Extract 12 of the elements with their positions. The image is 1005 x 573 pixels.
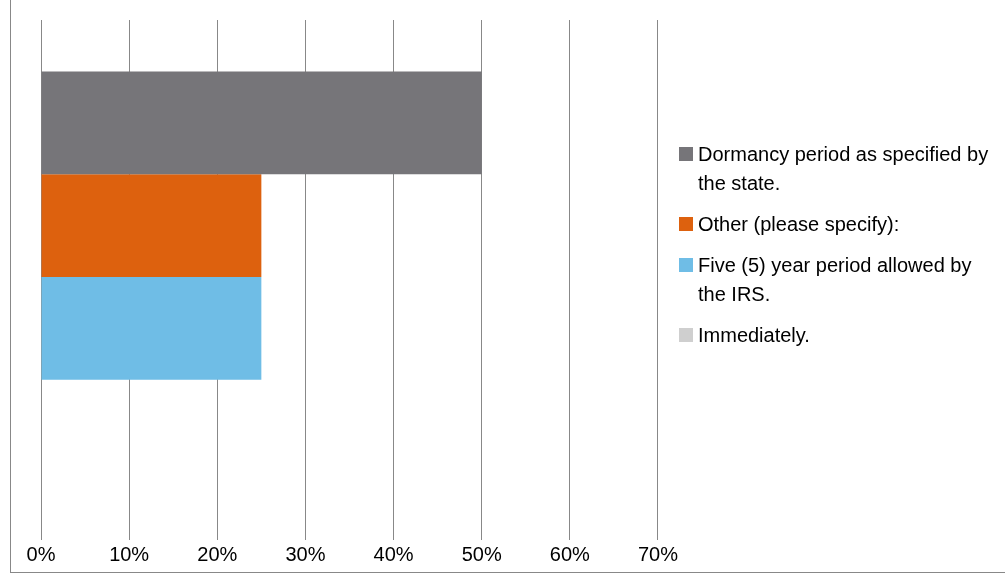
x-tick-label: 30% (285, 542, 326, 565)
legend-label: Other (please specify): (698, 212, 900, 237)
x-tick-label: 10% (109, 542, 150, 565)
legend-label: Dormancy period as specified by the state. (698, 142, 990, 196)
x-tick-label: 40% (373, 542, 414, 565)
x-tick-label: 50% (461, 542, 502, 565)
x-tick-label: 20% (197, 542, 238, 565)
x-tick-label: 70% (637, 542, 679, 565)
legend-label: Immediately. (698, 323, 810, 348)
legend-label: Five (5) year period allowed by the IRS. (698, 253, 973, 307)
x-tick-label: 0% (26, 542, 56, 565)
x-tick-label: 60% (549, 542, 591, 565)
